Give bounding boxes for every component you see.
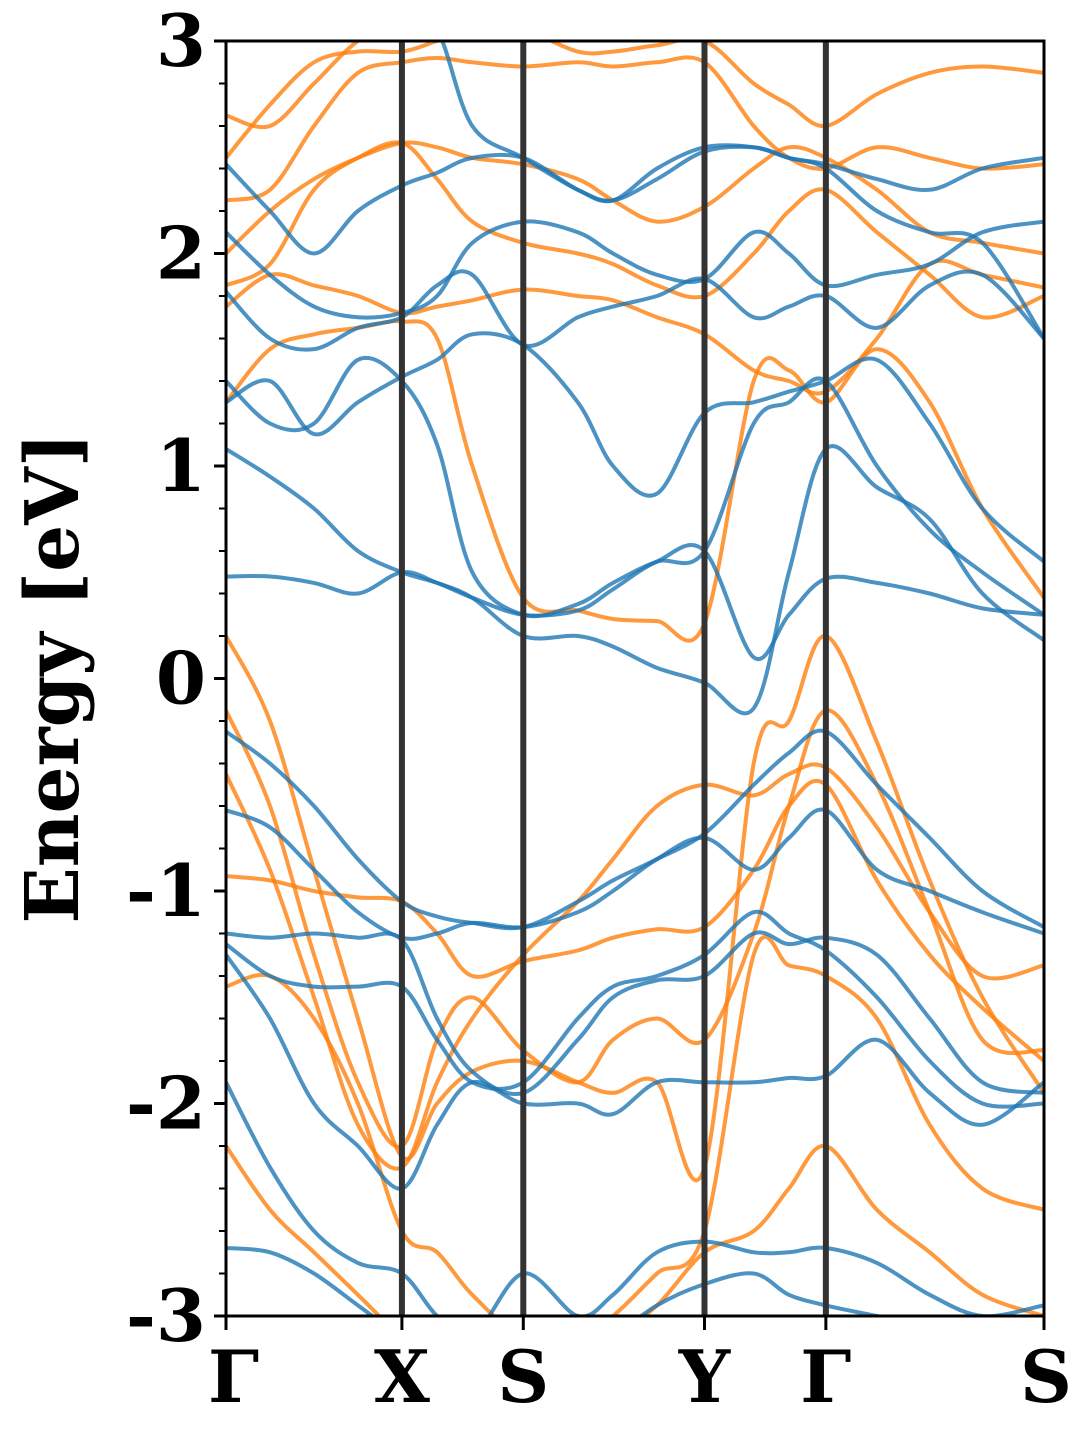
x-tick-label-0: Γ [208,1334,259,1419]
spin-down-band-0 [226,634,1044,1183]
spin-down-band-4 [226,934,1044,1316]
x-tick-label-3: Y [678,1334,732,1419]
x-tick-label-4: Γ [800,1334,851,1419]
spin-up-band-15 [226,356,1044,619]
spin-down-band-7 [226,258,1044,396]
y-tick-label: -1 [126,848,206,933]
spin-up-band-21 [226,728,1044,931]
y-tick-label: -2 [126,1061,206,1146]
spin-up-band-13 [226,543,1044,662]
y-tick-label: 3 [156,0,206,83]
spin-up-band-16 [226,331,1044,564]
x-tick-label-2: S [497,1334,549,1419]
y-ticks: -3 -2 -1 0 1 2 3 [126,0,226,1358]
spin-down-band-9 [226,140,1044,256]
spin-up-band-14 [226,444,1044,716]
spin-up-band-17 [226,269,1044,352]
plot-frame [224,39,1046,1318]
y-tick-label: 1 [156,423,206,508]
spin-down-band-3 [226,778,1044,1063]
spin-down-band-1 [226,708,1044,1149]
spin-up-band-27 [226,1246,887,1316]
plot-border [224,39,1046,1318]
spin-down-band-2 [226,762,1044,1171]
spin-up-band-18 [226,219,1044,320]
spin-down-band-11 [226,41,1044,160]
x-tick-label-1: X [374,1334,430,1419]
band-lines [226,41,1044,1316]
y-tick-label: -3 [126,1273,206,1358]
x-tick-label-5: S [1020,1334,1072,1419]
spin-up-band-24 [226,909,1044,1109]
spin-down-band-12 [226,41,362,130]
y-tick-label: 0 [156,636,206,721]
spin-up-band-25 [226,953,1044,1191]
spin-up-band-20 [440,41,1044,340]
y-tick-label: 2 [156,211,206,296]
spin-up-band-23 [226,930,1044,1097]
y-axis-title: Energy [eV] [10,432,96,923]
spin-down-band-10 [226,55,1044,203]
spin-up-band-22 [226,807,1044,941]
spin-up-band-26 [226,1081,1044,1316]
spin-down-band-5 [226,1143,1044,1316]
k-point-lines [398,41,829,1316]
